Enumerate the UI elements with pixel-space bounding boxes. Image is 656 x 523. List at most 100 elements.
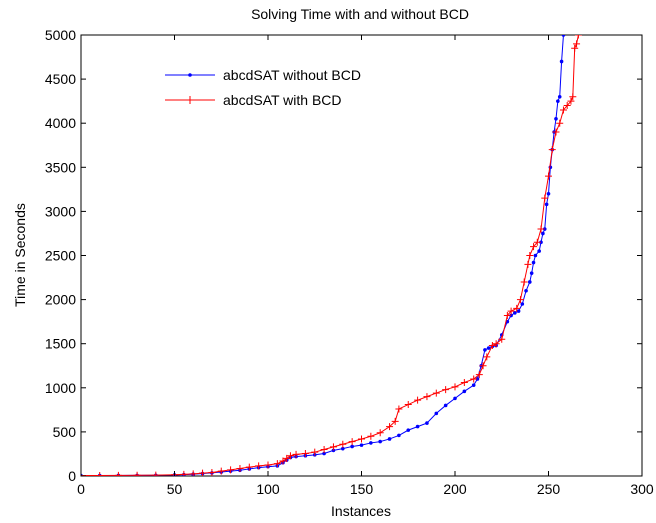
data-point-without-bcd bbox=[415, 424, 420, 429]
data-point-with-bcd bbox=[483, 353, 491, 361]
data-point-with-bcd bbox=[571, 44, 579, 52]
data-point-with-bcd bbox=[283, 454, 291, 462]
data-point-with-bcd bbox=[264, 461, 272, 469]
data-point-with-bcd bbox=[133, 471, 141, 476]
data-point-with-bcd bbox=[273, 460, 281, 468]
series-with-bcd bbox=[81, 35, 582, 476]
data-point-with-bcd bbox=[329, 443, 337, 451]
data-point-with-bcd bbox=[414, 396, 422, 404]
legend-label-without-bcd: abcdSAT without BCD bbox=[223, 67, 361, 83]
legend-label-with-bcd: abcdSAT with BCD bbox=[223, 92, 342, 108]
data-point-without-bcd bbox=[544, 202, 549, 207]
data-point-with-bcd bbox=[548, 146, 556, 154]
y-tick-label: 500 bbox=[53, 424, 77, 440]
data-point-with-bcd bbox=[556, 119, 564, 127]
data-point-with-bcd bbox=[376, 429, 384, 437]
data-point-with-bcd bbox=[391, 417, 399, 425]
data-point-with-bcd bbox=[114, 471, 122, 476]
data-point-with-bcd bbox=[208, 468, 216, 476]
data-point-with-bcd bbox=[189, 470, 197, 476]
data-point-with-bcd bbox=[530, 243, 538, 251]
y-axis-label: Time in Seconds bbox=[12, 203, 28, 307]
data-point-without-bcd bbox=[529, 271, 534, 275]
data-point-with-bcd bbox=[442, 386, 450, 394]
data-point-without-bcd bbox=[331, 448, 336, 453]
series-layer bbox=[81, 35, 582, 476]
data-point-with-bcd bbox=[526, 252, 534, 259]
data-point-without-bcd bbox=[453, 396, 457, 401]
data-point-with-bcd bbox=[498, 335, 506, 343]
data-point-with-bcd bbox=[279, 457, 287, 465]
data-point-with-bcd bbox=[479, 362, 487, 370]
data-point-without-bcd bbox=[557, 94, 562, 99]
data-point-with-bcd bbox=[524, 260, 532, 268]
data-point-with-bcd bbox=[541, 194, 549, 202]
data-point-with-bcd bbox=[245, 463, 253, 471]
data-point-without-bcd bbox=[546, 191, 551, 196]
data-point-without-bcd bbox=[322, 451, 326, 456]
data-point-with-bcd bbox=[451, 383, 459, 391]
y-axis-ticks: 0 500 1000 1500 2000 2500 3000 3500 4000 4500 5000 bbox=[45, 27, 642, 484]
data-point-with-bcd bbox=[217, 467, 225, 475]
data-point-with-bcd bbox=[545, 172, 552, 180]
y-tick-label: 2500 bbox=[45, 248, 76, 264]
data-point-without-bcd bbox=[387, 437, 392, 441]
y-tick-label: 3000 bbox=[45, 203, 76, 219]
data-point-with-bcd bbox=[552, 128, 560, 136]
data-point-with-bcd bbox=[432, 389, 440, 397]
legend-entry-with-bcd: abcdSAT with BCD bbox=[165, 92, 342, 108]
x-axis-label: Instances bbox=[331, 503, 391, 519]
data-point-with-bcd bbox=[152, 471, 160, 476]
data-point-with-bcd bbox=[292, 450, 300, 458]
y-tick-label: 5000 bbox=[45, 27, 76, 43]
data-point-with-bcd bbox=[367, 432, 375, 440]
data-point-without-bcd bbox=[509, 313, 513, 318]
data-point-without-bcd bbox=[486, 346, 491, 350]
data-point-without-bcd bbox=[359, 443, 364, 447]
data-point-with-bcd bbox=[513, 304, 521, 312]
data-point-without-bcd bbox=[541, 231, 545, 236]
data-point-with-bcd bbox=[569, 93, 577, 101]
x-axis-ticks: 0 50 100 150 200 250 300 bbox=[77, 35, 654, 497]
data-point-with-bcd bbox=[339, 440, 347, 448]
data-point-without-bcd bbox=[471, 383, 476, 387]
data-point-without-bcd bbox=[561, 35, 566, 37]
data-point-with-bcd bbox=[516, 296, 524, 304]
data-point-with-bcd bbox=[567, 97, 575, 105]
data-point-without-bcd bbox=[483, 348, 487, 352]
data-point-with-bcd bbox=[311, 448, 319, 456]
x-tick-label: 50 bbox=[167, 481, 183, 497]
data-point-with-bcd bbox=[475, 371, 483, 379]
data-point-without-bcd bbox=[539, 240, 543, 245]
data-point-without-bcd bbox=[443, 403, 448, 408]
plot-area bbox=[80, 34, 643, 477]
data-point-with-bcd bbox=[358, 435, 365, 443]
data-point-without-bcd bbox=[341, 446, 345, 451]
x-tick-label: 100 bbox=[256, 481, 280, 497]
data-point-with-bcd bbox=[320, 446, 328, 454]
x-tick-label: 150 bbox=[350, 481, 374, 497]
data-point-with-bcd bbox=[96, 471, 104, 476]
data-point-without-bcd bbox=[528, 280, 532, 284]
data-point-with-bcd bbox=[395, 405, 403, 413]
data-point-with-bcd bbox=[301, 450, 309, 458]
data-point-without-bcd bbox=[397, 433, 401, 438]
x-tick-label: 250 bbox=[537, 481, 561, 497]
axes-box bbox=[80, 34, 643, 477]
chart-title: Solving Time with and without BCD bbox=[251, 6, 469, 22]
data-point-without-bcd bbox=[516, 309, 521, 313]
data-point-with-bcd bbox=[488, 341, 496, 349]
legend: abcdSAT without BCD abcdSAT with BCD bbox=[165, 67, 361, 108]
data-point-with-bcd bbox=[533, 238, 541, 246]
y-tick-label: 4000 bbox=[45, 115, 76, 131]
legend-marker-with-bcd bbox=[186, 96, 194, 104]
data-point-with-bcd bbox=[470, 375, 478, 383]
data-point-without-bcd bbox=[369, 441, 373, 445]
data-point-without-bcd bbox=[378, 439, 383, 444]
data-point-with-bcd bbox=[503, 311, 511, 319]
data-point-with-bcd bbox=[180, 470, 188, 476]
data-point-with-bcd bbox=[520, 278, 528, 286]
data-point-without-bcd bbox=[537, 249, 541, 253]
data-point-without-bcd bbox=[542, 227, 547, 231]
